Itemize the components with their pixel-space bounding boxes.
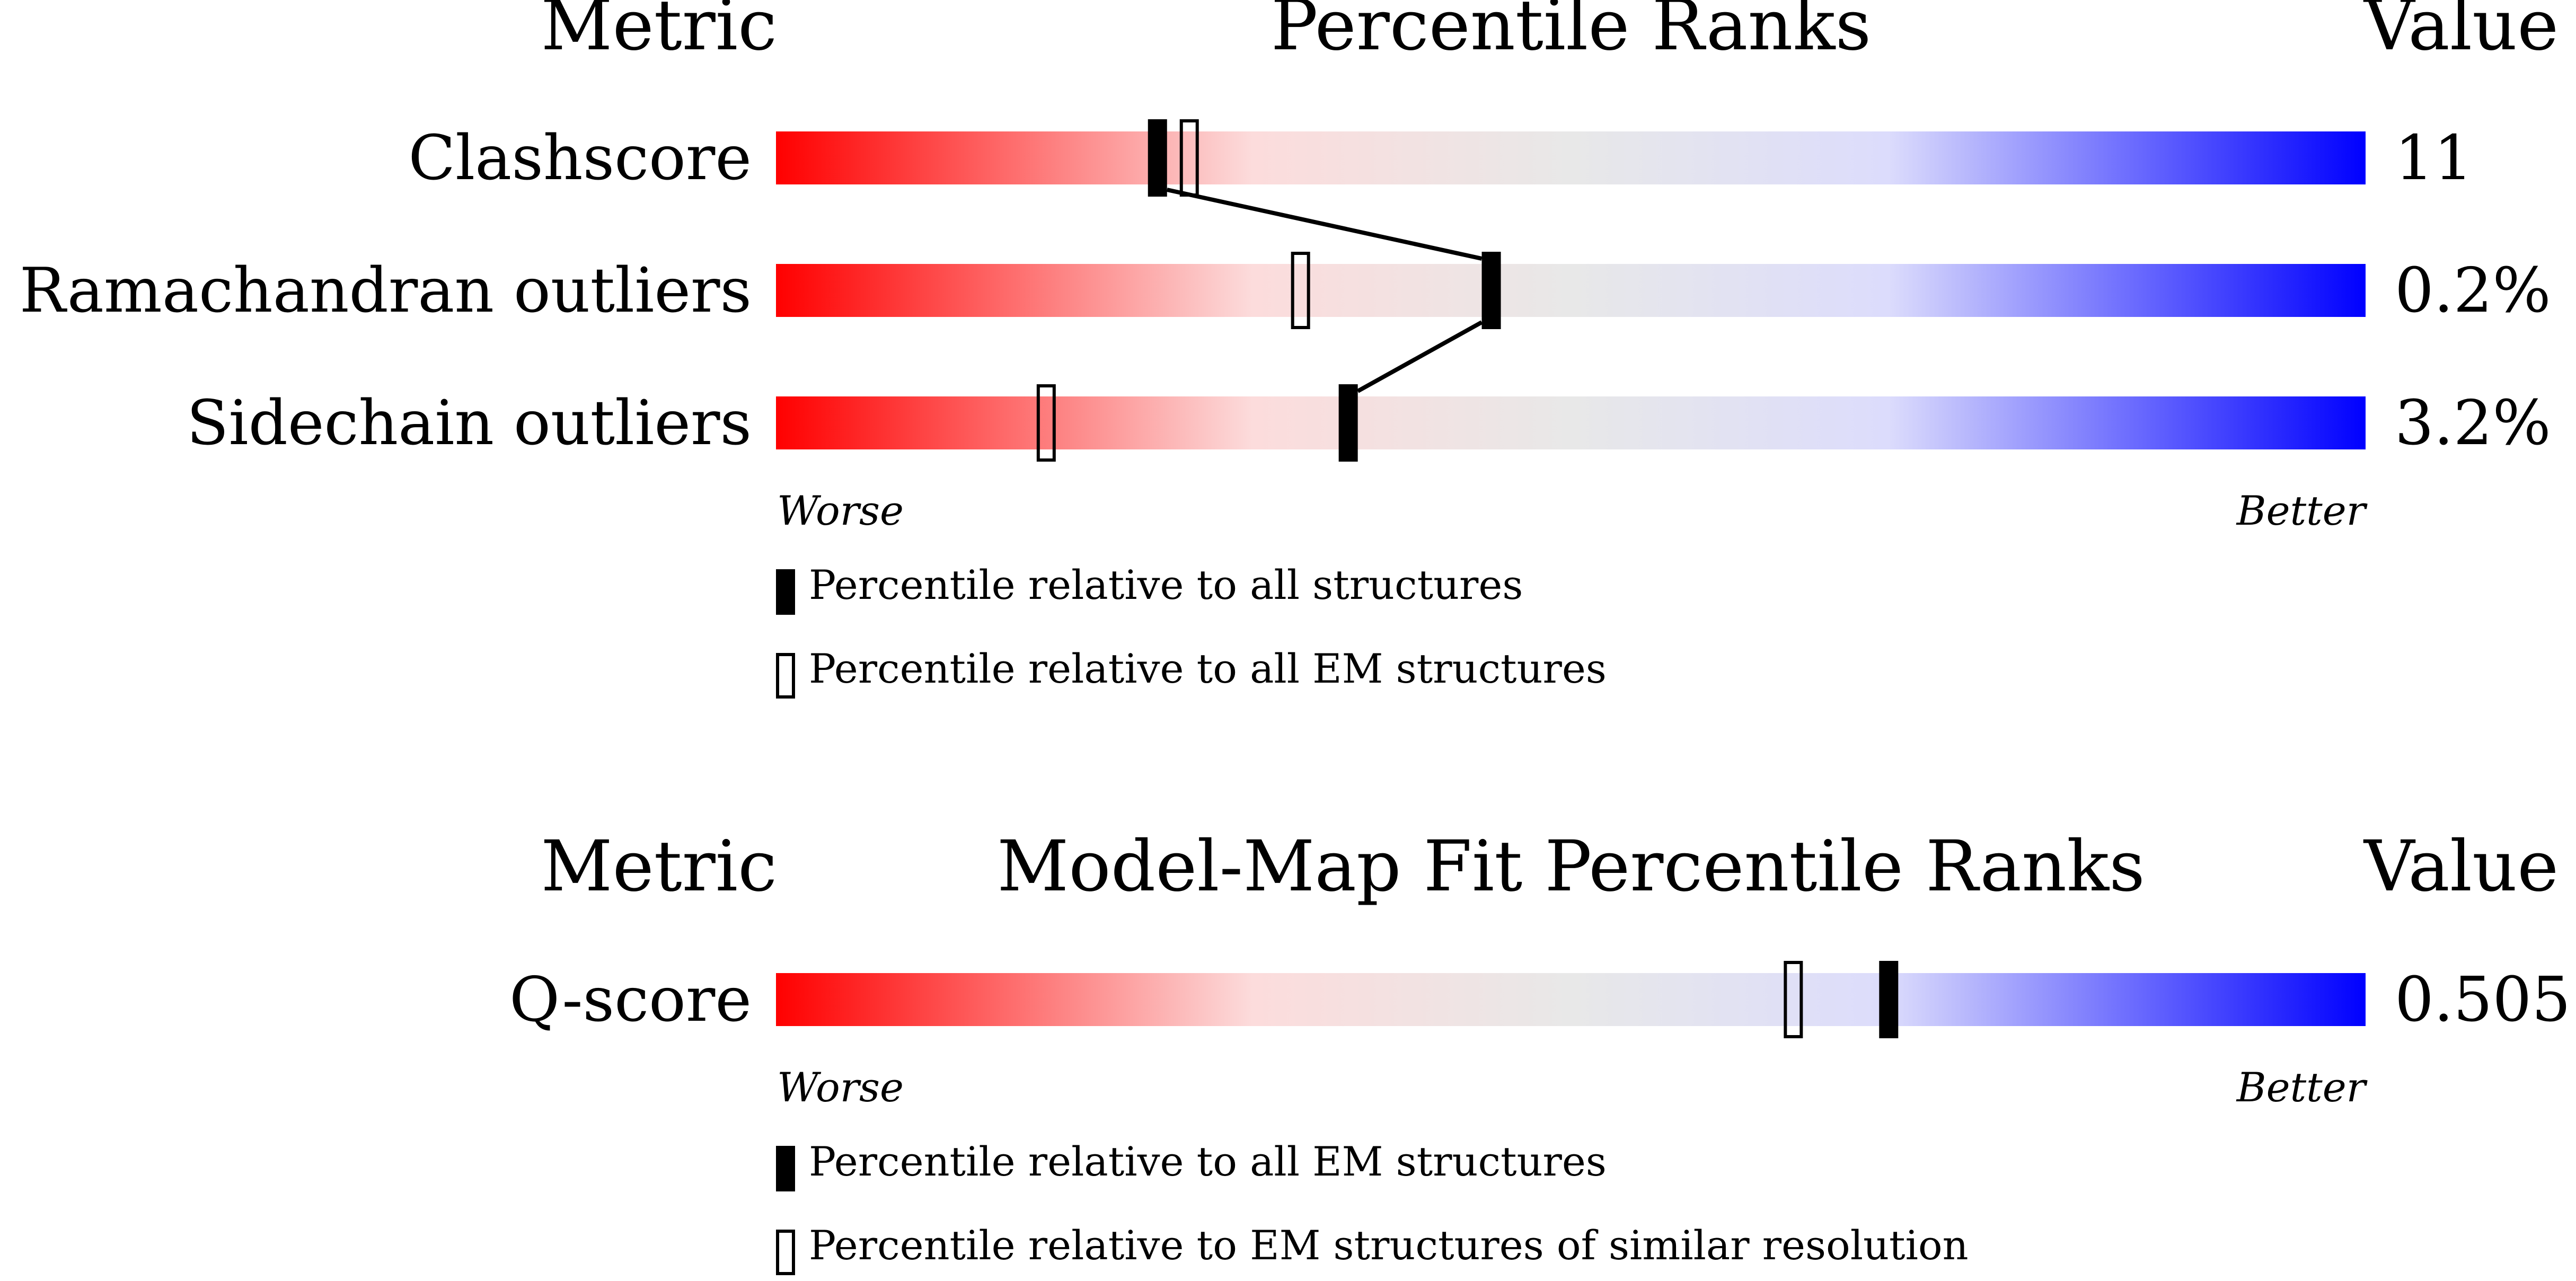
metric-value: 0.2%: [2395, 255, 2551, 326]
metric-value: 11: [2395, 122, 2473, 194]
legend-label: Percentile relative to all structures: [809, 561, 1523, 608]
legend-label: Percentile relative to EM structures of …: [809, 1222, 1969, 1269]
all-structures-percentile-marker: [1481, 252, 1501, 329]
chart-title: Model-Map Fit Percentile Ranks: [997, 826, 2145, 907]
chart-title: Percentile Ranks: [1271, 0, 1872, 66]
metric-value: 0.505: [2395, 964, 2571, 1036]
better-label: Better: [2236, 1064, 2368, 1111]
metric-label: Ramachandran outliers: [20, 255, 752, 326]
percentile-gradient-bar: [776, 396, 2366, 449]
subset-percentile-marker: [1291, 252, 1310, 329]
metric-label: Clashscore: [408, 122, 752, 194]
legend-filled-marker-icon: [776, 569, 795, 615]
metric-column-header: Metric: [541, 0, 777, 66]
subset-percentile-marker: [1784, 961, 1803, 1038]
metric-column-header: Metric: [541, 826, 777, 907]
better-label: Better: [2236, 487, 2368, 534]
all-structures-percentile-marker: [1338, 384, 1358, 462]
value-column-header: Value: [2363, 826, 2559, 907]
percentile-gradient-bar: [776, 264, 2366, 317]
subset-percentile-marker: [1036, 384, 1056, 462]
legend-hollow-marker-icon: [776, 653, 795, 699]
worse-label: Worse: [777, 1064, 904, 1111]
metric-label: Q-score: [509, 964, 752, 1036]
value-column-header: Value: [2363, 0, 2559, 66]
legend-hollow-marker-icon: [776, 1230, 795, 1275]
all-structures-percentile-marker: [1879, 961, 1899, 1038]
percentile-gradient-bar: [776, 131, 2366, 184]
worse-label: Worse: [777, 487, 904, 534]
all-structures-percentile-marker: [1148, 119, 1167, 197]
legend-label: Percentile relative to all EM structures: [809, 1138, 1607, 1185]
legend-filled-marker-icon: [776, 1146, 795, 1191]
metric-label: Sidechain outliers: [187, 387, 752, 459]
legend-label: Percentile relative to all EM structures: [809, 645, 1607, 692]
percentile-connector-line: [1166, 188, 1483, 261]
metric-value: 3.2%: [2395, 387, 2551, 459]
percentile-connector-line: [1356, 320, 1483, 393]
percentile-gradient-bar: [776, 973, 2366, 1026]
